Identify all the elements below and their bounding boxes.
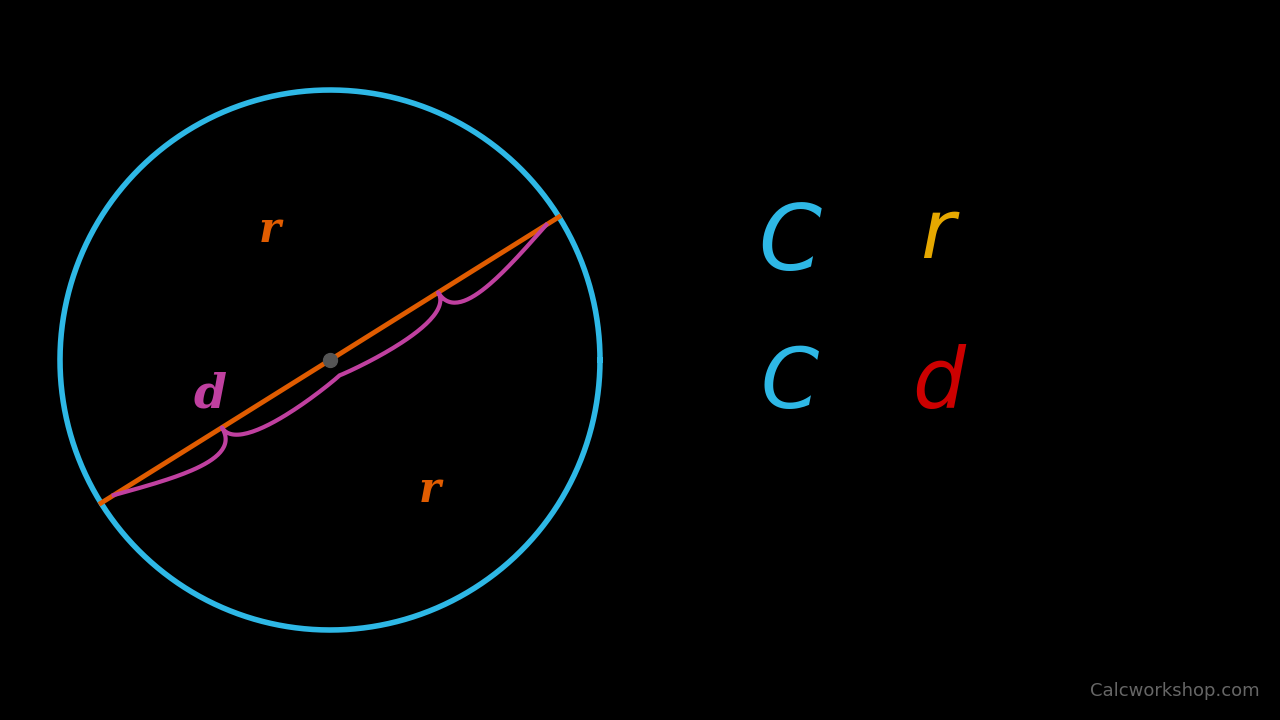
Text: $r$: $r$ [920, 195, 960, 275]
Text: $d$: $d$ [913, 345, 968, 425]
Text: $C$: $C$ [760, 345, 820, 425]
Text: d: d [193, 372, 227, 418]
Text: r: r [259, 209, 280, 251]
Point [320, 354, 340, 366]
Text: Calcworkshop.com: Calcworkshop.com [1091, 682, 1260, 700]
Text: r: r [419, 469, 440, 511]
Text: $C$: $C$ [758, 202, 822, 289]
